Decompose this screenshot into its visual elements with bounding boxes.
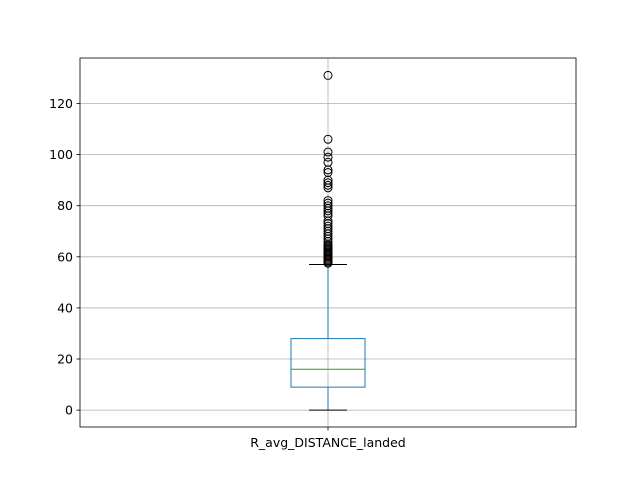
outlier-point	[323, 70, 333, 80]
outlier-point	[323, 167, 333, 177]
x-axis: R_avg_DISTANCE_landed	[250, 427, 406, 450]
y-tick-label: 20	[57, 352, 73, 367]
y-axis: 0 20 40 60 80 100 120	[49, 96, 80, 418]
outlier-point	[323, 152, 333, 162]
iqr-box	[290, 338, 366, 388]
outlier-point	[323, 147, 333, 157]
y-tick-label: 80	[57, 198, 73, 213]
plot-frame	[79, 57, 577, 428]
outlier-point	[323, 157, 333, 167]
outlier-point	[323, 201, 333, 211]
outlier-point	[323, 221, 333, 231]
y-tick-label: 40	[57, 300, 73, 315]
outlier-points	[323, 70, 333, 268]
outlier-point	[323, 196, 333, 206]
y-tick-label: 100	[49, 147, 73, 162]
outlier-point	[323, 178, 333, 188]
boxplot-series	[290, 263, 366, 411]
x-tick-label: R_avg_DISTANCE_landed	[250, 435, 405, 450]
outlier-point	[323, 134, 333, 144]
outlier-point	[323, 180, 333, 190]
y-tick-label: 60	[57, 249, 73, 264]
outlier-point	[323, 198, 333, 208]
y-tick-label: 120	[49, 96, 73, 111]
y-tick-label: 0	[65, 403, 73, 418]
